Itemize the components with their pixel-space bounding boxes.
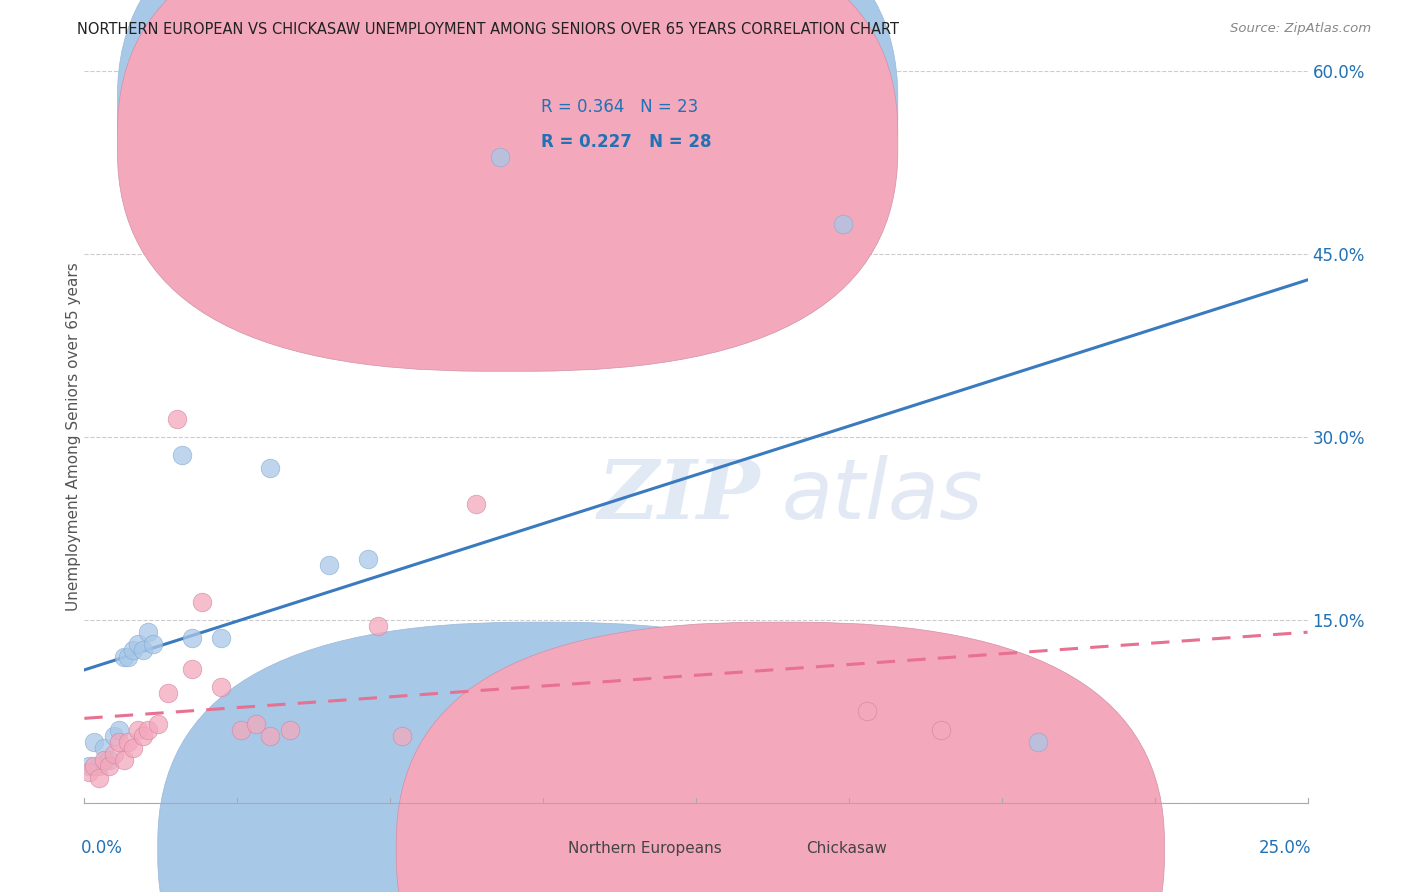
Text: atlas: atlas: [782, 455, 983, 536]
Point: [107, 735, 129, 749]
Point: [87, 772, 110, 786]
Y-axis label: Unemployment Among Seniors over 65 years: Unemployment Among Seniors over 65 years: [66, 263, 80, 611]
Point: [391, 729, 413, 743]
Point: [209, 632, 232, 646]
Text: 0.0%: 0.0%: [80, 839, 122, 857]
Point: [83, 735, 105, 749]
Point: [93, 740, 115, 755]
FancyBboxPatch shape: [396, 622, 1164, 892]
Text: ZIP: ZIP: [598, 456, 761, 535]
Point: [209, 680, 232, 694]
Point: [122, 643, 145, 657]
Point: [136, 625, 159, 640]
Point: [464, 497, 486, 511]
Point: [856, 705, 879, 719]
Point: [117, 735, 139, 749]
Point: [259, 460, 281, 475]
FancyBboxPatch shape: [157, 622, 927, 892]
Point: [93, 753, 115, 767]
Point: [489, 150, 512, 164]
Point: [831, 217, 853, 231]
Text: Northern Europeans: Northern Europeans: [568, 840, 721, 855]
Point: [166, 412, 188, 426]
Point: [132, 729, 155, 743]
Point: [929, 723, 952, 737]
Point: [97, 759, 120, 773]
Point: [259, 729, 281, 743]
Point: [77, 765, 100, 780]
Point: [357, 552, 380, 566]
Point: [172, 449, 194, 463]
Point: [136, 723, 159, 737]
FancyBboxPatch shape: [470, 90, 813, 174]
Text: 25.0%: 25.0%: [1258, 839, 1312, 857]
Point: [181, 662, 204, 676]
Point: [1028, 735, 1050, 749]
Point: [132, 643, 155, 657]
Point: [103, 729, 125, 743]
Point: [367, 619, 389, 633]
Point: [127, 723, 149, 737]
Point: [156, 686, 179, 700]
Point: [107, 723, 129, 737]
Point: [112, 753, 135, 767]
FancyBboxPatch shape: [117, 0, 898, 337]
Point: [146, 716, 169, 731]
Point: [318, 558, 340, 573]
Point: [87, 759, 110, 773]
Text: Chickasaw: Chickasaw: [806, 840, 887, 855]
Point: [142, 637, 165, 651]
Point: [191, 594, 214, 608]
Point: [103, 747, 125, 761]
Text: Source: ZipAtlas.com: Source: ZipAtlas.com: [1230, 22, 1371, 36]
Point: [122, 740, 145, 755]
FancyBboxPatch shape: [117, 0, 898, 371]
Text: R = 0.227   N = 28: R = 0.227 N = 28: [541, 133, 711, 151]
Point: [117, 649, 139, 664]
Point: [112, 649, 135, 664]
Point: [181, 632, 204, 646]
Point: [77, 759, 100, 773]
Point: [97, 753, 120, 767]
Point: [83, 759, 105, 773]
Text: NORTHERN EUROPEAN VS CHICKASAW UNEMPLOYMENT AMONG SENIORS OVER 65 YEARS CORRELAT: NORTHERN EUROPEAN VS CHICKASAW UNEMPLOYM…: [77, 22, 900, 37]
Point: [127, 637, 149, 651]
Text: R = 0.364   N = 23: R = 0.364 N = 23: [541, 98, 697, 116]
Point: [278, 723, 301, 737]
Point: [229, 723, 252, 737]
Point: [245, 716, 267, 731]
